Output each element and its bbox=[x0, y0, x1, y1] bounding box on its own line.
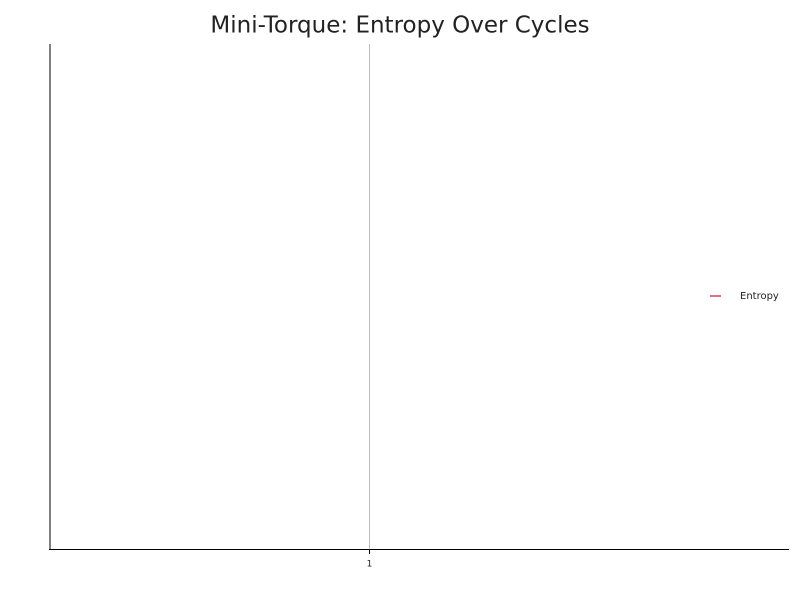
legend-label: Entropy bbox=[740, 291, 779, 302]
x-tick-label: 1 bbox=[367, 560, 373, 570]
chart-title: Mini-Torque: Entropy Over Cycles bbox=[210, 13, 589, 39]
